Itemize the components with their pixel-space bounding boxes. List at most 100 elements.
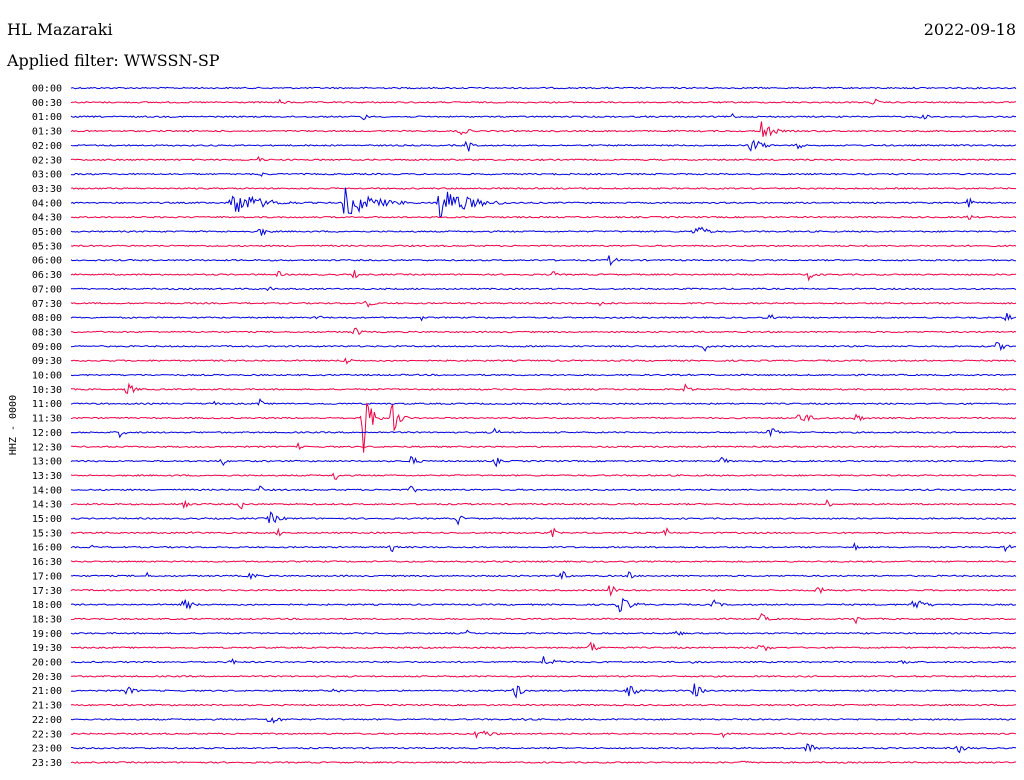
tick-label: 11:30 bbox=[32, 414, 62, 425]
trace-1300 bbox=[70, 455, 1017, 468]
trace-2230 bbox=[70, 730, 1017, 739]
trace-1730 bbox=[70, 585, 1017, 597]
tick-label: 16:00 bbox=[32, 543, 62, 554]
date-label: 2022-09-18 bbox=[923, 20, 1016, 39]
trace-1930 bbox=[70, 641, 1017, 652]
trace-2000 bbox=[71, 656, 1017, 665]
tick-label: 19:30 bbox=[32, 643, 62, 654]
tick-labels: 00:00 00:30 01:00 01:30 02:00 02:30 03:00 03:30… bbox=[32, 84, 62, 769]
tick-label: 16:30 bbox=[32, 557, 62, 568]
trace-1600 bbox=[70, 541, 1017, 553]
tick-label: 05:30 bbox=[32, 241, 62, 252]
trace-0330 bbox=[70, 187, 1016, 190]
tick-label: 09:00 bbox=[32, 342, 62, 353]
tick-label: 10:00 bbox=[32, 371, 62, 382]
tick-label: 21:30 bbox=[32, 701, 62, 712]
tick-label: 02:30 bbox=[32, 155, 62, 166]
trace-0230 bbox=[70, 155, 1017, 162]
trace-0100 bbox=[70, 112, 1017, 121]
tick-label: 01:30 bbox=[32, 127, 62, 138]
trace-1130 bbox=[70, 402, 1017, 453]
tick-label: 00:30 bbox=[32, 98, 62, 109]
trace-1230 bbox=[70, 441, 1017, 451]
trace-1800 bbox=[70, 597, 1017, 613]
trace-1900 bbox=[70, 629, 1017, 636]
trace-0600 bbox=[70, 255, 1017, 267]
tick-label: 22:00 bbox=[32, 715, 62, 726]
trace-1700 bbox=[70, 570, 1017, 581]
tick-label: 20:00 bbox=[32, 658, 62, 669]
tick-label: 06:30 bbox=[32, 270, 62, 281]
station-title: HL Mazaraki bbox=[7, 20, 113, 39]
trace-1030 bbox=[71, 382, 1017, 394]
tick-label: 23:30 bbox=[32, 758, 62, 769]
tick-label: 07:00 bbox=[32, 284, 62, 295]
tick-label: 08:00 bbox=[32, 313, 62, 324]
trace-2030 bbox=[70, 675, 1017, 678]
trace-0300 bbox=[70, 172, 1017, 177]
trace-0930 bbox=[70, 357, 1017, 365]
trace-1630 bbox=[70, 560, 1017, 563]
trace-2330 bbox=[70, 760, 1016, 764]
tick-label: 01:00 bbox=[32, 112, 62, 123]
trace-0830 bbox=[70, 327, 1017, 336]
trace-0430 bbox=[70, 214, 1017, 220]
trace-0530 bbox=[70, 244, 1017, 248]
tick-label: 04:00 bbox=[32, 198, 62, 209]
trace-0900 bbox=[70, 342, 1017, 352]
tick-label: 17:30 bbox=[32, 586, 62, 597]
trace-0200 bbox=[70, 139, 1017, 152]
tick-label: 18:30 bbox=[32, 614, 62, 625]
trace-0630 bbox=[70, 270, 1017, 282]
y-axis-label: HHZ - 0000 bbox=[8, 395, 19, 455]
tick-label: 09:30 bbox=[32, 356, 62, 367]
trace-0730 bbox=[70, 300, 1017, 308]
tick-label: 18:00 bbox=[32, 600, 62, 611]
tick-label: 15:30 bbox=[32, 528, 62, 539]
tick-label: 20:30 bbox=[32, 672, 62, 683]
tick-label: 06:00 bbox=[32, 256, 62, 267]
tick-label: 08:30 bbox=[32, 327, 62, 338]
tick-label: 00:00 bbox=[32, 84, 62, 95]
tick-label: 02:00 bbox=[32, 141, 62, 152]
trace-0130 bbox=[70, 121, 1017, 138]
tick-label: 14:00 bbox=[32, 485, 62, 496]
tick-label: 12:00 bbox=[32, 428, 62, 439]
trace-0700 bbox=[71, 286, 1017, 292]
traces bbox=[70, 86, 1017, 764]
trace-0030 bbox=[70, 98, 1017, 105]
tick-label: 04:30 bbox=[32, 213, 62, 224]
tick-label: 03:00 bbox=[32, 170, 62, 181]
trace-1530 bbox=[70, 527, 1017, 538]
tick-label: 23:00 bbox=[32, 744, 62, 755]
trace-2300 bbox=[71, 743, 1017, 754]
trace-2200 bbox=[70, 716, 1017, 724]
trace-1430 bbox=[70, 499, 1017, 510]
tick-label: 19:00 bbox=[32, 629, 62, 640]
tick-label: 17:00 bbox=[32, 571, 62, 582]
tick-label: 12:30 bbox=[32, 442, 62, 453]
trace-2100 bbox=[70, 683, 1017, 699]
tick-label: 21:00 bbox=[32, 686, 62, 697]
trace-1100 bbox=[70, 398, 1017, 406]
trace-1500 bbox=[70, 511, 1017, 526]
trace-0000 bbox=[70, 86, 1017, 90]
trace-0800 bbox=[70, 312, 1017, 322]
tick-label: 13:00 bbox=[32, 457, 62, 468]
trace-0400 bbox=[70, 187, 1017, 218]
tick-label: 07:30 bbox=[32, 299, 62, 310]
tick-label: 10:30 bbox=[32, 385, 62, 396]
tick-label: 05:00 bbox=[32, 227, 62, 238]
tick-label: 03:30 bbox=[32, 184, 62, 195]
trace-1400 bbox=[70, 485, 1017, 493]
filter-label: Applied filter: WWSSN-SP bbox=[7, 51, 220, 70]
tick-label: 11:00 bbox=[32, 399, 62, 410]
trace-1830 bbox=[70, 612, 1017, 625]
tick-label: 13:30 bbox=[32, 471, 62, 482]
tick-label: 15:00 bbox=[32, 514, 62, 525]
trace-0500 bbox=[70, 226, 1017, 236]
tick-label: 22:30 bbox=[32, 729, 62, 740]
trace-1200 bbox=[70, 427, 1017, 439]
trace-1330 bbox=[70, 472, 1017, 481]
